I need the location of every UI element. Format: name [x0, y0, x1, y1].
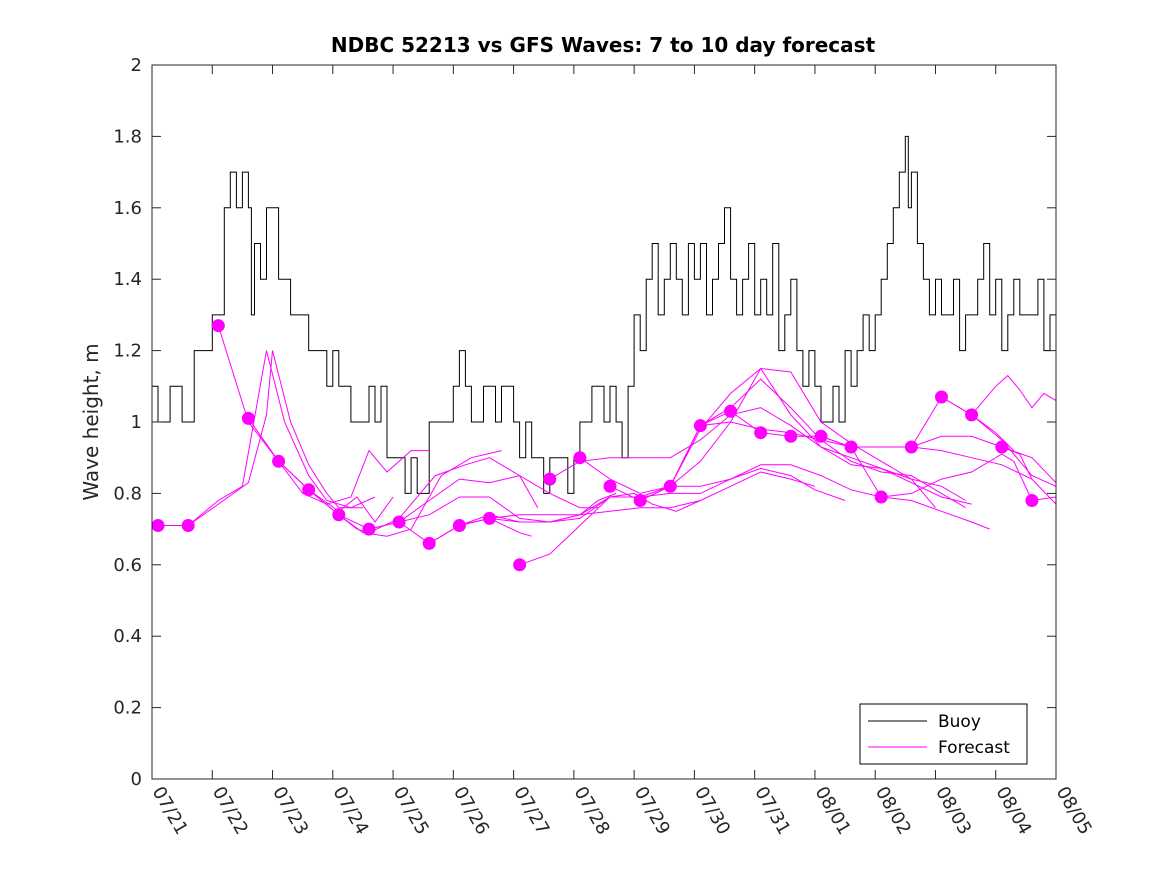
- y-tick-label-0: 0: [131, 769, 142, 790]
- series-forecast-run-1: [187, 350, 376, 526]
- y-tick-label-5: 1: [131, 412, 142, 433]
- series-forecast-run-7: [368, 492, 617, 530]
- series-forecast-run-2: [217, 325, 394, 523]
- y-tick-label-8: 1.6: [113, 198, 142, 219]
- forecast-marker-20: [754, 426, 768, 440]
- forecast-marker-21: [784, 429, 798, 443]
- series-forecast-run-22: [1001, 446, 1056, 505]
- legend-label-forecast: Forecast: [938, 738, 1010, 758]
- series-forecast-run-10: [459, 467, 846, 526]
- forecast-marker-3: [241, 411, 255, 425]
- forecast-marker-19: [724, 404, 738, 418]
- forecast-marker-24: [874, 490, 888, 504]
- series-forecast-run-21: [941, 396, 1056, 487]
- forecast-marker-15: [603, 479, 617, 493]
- series-forecast-run-5: [308, 457, 539, 534]
- y-tick-label-9: 1.8: [113, 126, 142, 147]
- series-forecast-run-19: [820, 435, 1056, 502]
- y-tick-label-10: 2: [131, 55, 142, 76]
- series-forecast-run-12: [519, 464, 990, 566]
- y-tick-label-3: 0.6: [113, 555, 142, 576]
- forecast-marker-18: [693, 419, 707, 433]
- forecast-marker-17: [663, 479, 677, 493]
- series-forecast-run-16: [639, 367, 966, 501]
- forecast-marker-29: [1025, 494, 1039, 507]
- chart-title: NDBC 52213 vs GFS Waves: 7 to 10 day for…: [331, 33, 876, 57]
- series-forecast-run-11: [489, 517, 532, 537]
- forecast-marker-10: [452, 519, 466, 532]
- legend: Buoy Forecast: [859, 703, 1028, 765]
- forecast-marker-8: [392, 515, 406, 529]
- forecast-marker-11: [483, 511, 496, 525]
- legend-label-buoy: Buoy: [938, 712, 981, 732]
- forecast-marker-13: [543, 472, 557, 486]
- forecast-marker-2: [211, 319, 225, 333]
- forecast-marker-22: [814, 429, 828, 443]
- forecast-marker-12: [513, 558, 527, 572]
- forecast-marker-14: [573, 451, 587, 465]
- y-tick-label-7: 1.4: [113, 269, 142, 290]
- y-tick-label-1: 0.2: [113, 698, 142, 719]
- y-axis-label: Wave height, m: [79, 343, 103, 500]
- forecast-marker-27: [965, 408, 979, 422]
- series-forecast-run-13: [549, 407, 972, 505]
- forecast-marker-26: [935, 390, 948, 404]
- series-forecast-run-3: [247, 418, 430, 505]
- legend-box: [859, 703, 1028, 765]
- y-tick-label-4: 0.8: [113, 483, 142, 504]
- forecast-marker-1: [181, 519, 195, 532]
- y-tick-label-6: 1.2: [113, 341, 142, 362]
- forecast-marker-7: [362, 522, 376, 536]
- forecast-marker-23: [844, 440, 858, 454]
- y-tick-label-2: 0.4: [113, 626, 142, 647]
- forecast-marker-6: [332, 508, 346, 522]
- forecast-marker-9: [422, 536, 436, 550]
- forecast-marker-28: [995, 440, 1009, 454]
- forecast-marker-4: [272, 454, 286, 468]
- series-forecast-run-0: [158, 350, 363, 526]
- forecast-marker-25: [904, 440, 918, 454]
- series-buoy-line: [152, 135, 1056, 494]
- forecast-marker-16: [633, 494, 647, 507]
- forecast-marker-0: [151, 519, 165, 532]
- forecast-marker-5: [302, 483, 316, 497]
